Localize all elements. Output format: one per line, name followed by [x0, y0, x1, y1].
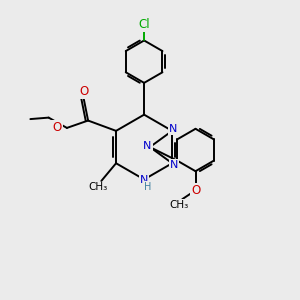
Text: N: N	[140, 175, 148, 185]
Text: N: N	[169, 160, 178, 170]
Text: CH₃: CH₃	[89, 182, 108, 192]
Text: H: H	[144, 182, 152, 192]
Text: N: N	[169, 124, 178, 134]
Text: N: N	[143, 143, 152, 153]
Text: O: O	[52, 122, 62, 134]
Text: N: N	[143, 141, 152, 151]
Text: CH₃: CH₃	[170, 200, 189, 210]
Text: O: O	[191, 184, 200, 197]
Text: O: O	[79, 85, 88, 98]
Text: Cl: Cl	[138, 18, 150, 31]
